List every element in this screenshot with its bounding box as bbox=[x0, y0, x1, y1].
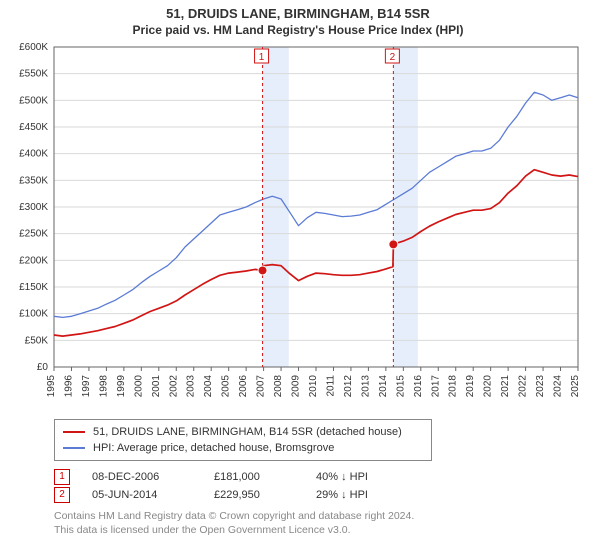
svg-text:2018: 2018 bbox=[448, 375, 459, 398]
svg-text:£300K: £300K bbox=[19, 202, 48, 213]
legend-swatch-series2 bbox=[63, 447, 85, 449]
transaction-row: 1 08-DEC-2006 £181,000 40% ↓ HPI bbox=[54, 469, 586, 485]
svg-text:£150K: £150K bbox=[19, 282, 48, 293]
svg-text:2021: 2021 bbox=[500, 375, 511, 398]
svg-text:2002: 2002 bbox=[168, 375, 179, 398]
svg-text:2003: 2003 bbox=[186, 375, 197, 398]
transaction-price: £181,000 bbox=[214, 471, 294, 483]
transaction-row: 2 05-JUN-2014 £229,950 29% ↓ HPI bbox=[54, 487, 586, 503]
transaction-date: 05-JUN-2014 bbox=[92, 489, 192, 501]
svg-text:1999: 1999 bbox=[116, 375, 127, 398]
legend-row: HPI: Average price, detached house, Brom… bbox=[63, 440, 423, 456]
transaction-diff: 40% ↓ HPI bbox=[316, 471, 368, 483]
transaction-date: 08-DEC-2006 bbox=[92, 471, 192, 483]
svg-text:2024: 2024 bbox=[553, 375, 564, 398]
price-chart: £0 £50K £100K £150K £200K £250K £300K £350K £400… bbox=[10, 43, 586, 413]
svg-text:£100K: £100K bbox=[19, 309, 48, 320]
svg-text:2012: 2012 bbox=[343, 375, 354, 398]
transaction-marker: 1 bbox=[54, 469, 70, 485]
svg-text:1997: 1997 bbox=[81, 375, 92, 398]
svg-text:2020: 2020 bbox=[483, 375, 494, 398]
svg-text:£250K: £250K bbox=[19, 229, 48, 240]
chart-title: 51, DRUIDS LANE, BIRMINGHAM, B14 5SR bbox=[10, 6, 586, 21]
svg-text:1998: 1998 bbox=[98, 375, 109, 398]
svg-text:2022: 2022 bbox=[518, 375, 529, 398]
svg-text:2014: 2014 bbox=[378, 375, 389, 398]
svg-text:2017: 2017 bbox=[430, 375, 441, 398]
chart-subtitle: Price paid vs. HM Land Registry's House … bbox=[10, 23, 586, 37]
legend-row: 51, DRUIDS LANE, BIRMINGHAM, B14 5SR (de… bbox=[63, 424, 423, 440]
footer-attribution: Contains HM Land Registry data © Crown c… bbox=[54, 509, 586, 537]
footer-line: This data is licensed under the Open Gov… bbox=[54, 524, 351, 536]
legend-label-series1: 51, DRUIDS LANE, BIRMINGHAM, B14 5SR (de… bbox=[93, 424, 402, 440]
svg-text:2: 2 bbox=[390, 52, 396, 63]
svg-text:2005: 2005 bbox=[221, 375, 232, 398]
svg-text:2010: 2010 bbox=[308, 375, 319, 398]
svg-text:2025: 2025 bbox=[570, 375, 581, 398]
svg-text:2004: 2004 bbox=[203, 375, 214, 398]
svg-text:£50K: £50K bbox=[25, 335, 49, 346]
chart-svg: £0 £50K £100K £150K £200K £250K £300K £350K £400… bbox=[10, 43, 586, 413]
svg-text:£350K: £350K bbox=[19, 175, 48, 186]
svg-text:2015: 2015 bbox=[395, 375, 406, 398]
transaction-diff: 29% ↓ HPI bbox=[316, 489, 368, 501]
svg-text:£400K: £400K bbox=[19, 149, 48, 160]
svg-text:2000: 2000 bbox=[133, 375, 144, 398]
legend-swatch-series1 bbox=[63, 431, 85, 433]
svg-text:£500K: £500K bbox=[19, 95, 48, 106]
svg-text:2013: 2013 bbox=[360, 375, 371, 398]
svg-text:£600K: £600K bbox=[19, 43, 48, 53]
svg-text:2007: 2007 bbox=[256, 375, 267, 398]
legend-label-series2: HPI: Average price, detached house, Brom… bbox=[93, 440, 334, 456]
svg-text:£450K: £450K bbox=[19, 122, 48, 133]
svg-text:£0: £0 bbox=[37, 362, 49, 373]
svg-text:2019: 2019 bbox=[465, 375, 476, 398]
svg-text:2011: 2011 bbox=[325, 375, 336, 397]
svg-text:£200K: £200K bbox=[19, 255, 48, 266]
svg-text:1: 1 bbox=[259, 52, 265, 63]
svg-text:2008: 2008 bbox=[273, 375, 284, 398]
footer-line: Contains HM Land Registry data © Crown c… bbox=[54, 510, 414, 522]
svg-text:2009: 2009 bbox=[291, 375, 302, 398]
transaction-marker: 2 bbox=[54, 487, 70, 503]
svg-text:1995: 1995 bbox=[46, 375, 57, 398]
svg-text:£550K: £550K bbox=[19, 69, 48, 80]
svg-text:2023: 2023 bbox=[535, 375, 546, 398]
svg-text:2016: 2016 bbox=[413, 375, 424, 398]
legend: 51, DRUIDS LANE, BIRMINGHAM, B14 5SR (de… bbox=[54, 419, 432, 461]
svg-text:2006: 2006 bbox=[238, 375, 249, 398]
transaction-price: £229,950 bbox=[214, 489, 294, 501]
svg-text:2001: 2001 bbox=[151, 375, 162, 398]
svg-text:1996: 1996 bbox=[63, 375, 74, 398]
